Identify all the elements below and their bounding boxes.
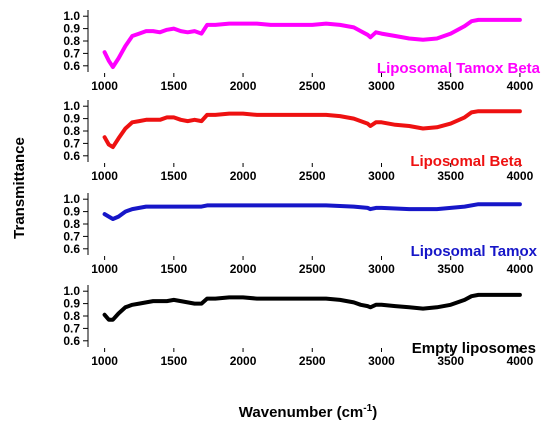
- y-tick-label: 0.7: [63, 321, 80, 335]
- y-tick-label: 0.8: [63, 309, 80, 323]
- panel-1: 0.60.70.80.91.0 1000 1500 2000 2500 3000 3500 4…: [63, 9, 540, 93]
- series-label-liposomal-tamox: Liposomal Tamox: [411, 243, 538, 260]
- series-line-liposomal-tamox: [102, 202, 522, 221]
- y-tick-label: 0.9: [63, 205, 80, 219]
- x-tick-label: 2500: [299, 169, 326, 183]
- y-tick-label: 1.0: [63, 192, 80, 206]
- panel-2: 0.60.70.80.91.0 1000 1500 2000 2500 3000 3500 4…: [63, 99, 533, 183]
- x-tick-label: 4000: [507, 169, 534, 183]
- y-tick-label: 1.0: [63, 99, 80, 113]
- x-axis-title-closing: ): [372, 404, 377, 421]
- x-tick-label: 3000: [368, 354, 395, 368]
- x-tick-label: 1500: [160, 79, 187, 93]
- panel-4: 0.60.70.80.91.0 1000 1500 2000 2500 3000 3500 4…: [63, 284, 536, 368]
- x-tick-label: 1000: [91, 262, 118, 276]
- y-tick-label: 0.9: [63, 112, 80, 126]
- x-axis-title-main: Wavenumber (cm: [239, 404, 363, 421]
- x-axis-title-superscript: -1: [363, 403, 372, 414]
- series-line-liposomal-beta: [102, 109, 522, 150]
- x-tick-label: 1000: [91, 169, 118, 183]
- x-tick-label: 2000: [230, 79, 257, 93]
- x-tick-label: 2000: [230, 262, 257, 276]
- x-tick-label: 2000: [230, 169, 257, 183]
- y-tick-label: 0.9: [63, 22, 80, 36]
- y-tick-label: 0.8: [63, 124, 80, 138]
- x-tick-label: 1000: [91, 79, 118, 93]
- y-tick-label: 0.8: [63, 217, 80, 231]
- y-tick-label: 0.7: [63, 136, 80, 150]
- y-tick-label: 0.6: [63, 242, 80, 256]
- x-tick-label: 2500: [299, 79, 326, 93]
- x-tick-label: 3000: [368, 169, 395, 183]
- y-axis-title: Transmittance: [11, 137, 28, 239]
- y-tick-label: 1.0: [63, 284, 80, 298]
- y-tick-label: 0.7: [63, 229, 80, 243]
- x-tick-label: 3500: [437, 354, 464, 368]
- x-tick-label: 4000: [507, 354, 534, 368]
- y-tick-label: 0.9: [63, 297, 80, 311]
- x-tick-label: 3500: [437, 79, 464, 93]
- x-tick-label: 2000: [230, 354, 257, 368]
- series-label-liposomal-beta: Liposomal Beta: [410, 153, 522, 170]
- x-tick-label: 4000: [507, 262, 534, 276]
- y-tick-label: 0.6: [63, 59, 80, 73]
- x-tick-label: 3000: [368, 79, 395, 93]
- series-label-liposomal-tamox-beta: Liposomal Tamox Beta: [377, 60, 541, 77]
- x-tick-label: 3500: [437, 169, 464, 183]
- x-tick-label: 2500: [299, 262, 326, 276]
- x-tick-label: 4000: [507, 79, 534, 93]
- x-tick-label: 1500: [160, 169, 187, 183]
- panel-3: 0.60.70.80.91.0 1000 1500 2000 2500 3000 3500 4…: [63, 192, 537, 276]
- series-line-liposomal-tamox-beta: [102, 17, 522, 69]
- y-tick-label: 1.0: [63, 9, 80, 23]
- x-tick-label: 3000: [368, 262, 395, 276]
- x-tick-label: 1500: [160, 354, 187, 368]
- x-tick-label: 1000: [91, 354, 118, 368]
- y-tick-label: 0.6: [63, 149, 80, 163]
- x-tick-label: 3500: [437, 262, 464, 276]
- x-tick-label: 1500: [160, 262, 187, 276]
- x-axis-title: Wavenumber (cm-1): [239, 403, 377, 421]
- series-line-empty-liposomes: [102, 292, 522, 322]
- x-tick-label: 2500: [299, 354, 326, 368]
- series-label-empty-liposomes: Empty liposomes: [412, 340, 536, 357]
- y-tick-label: 0.7: [63, 46, 80, 60]
- y-tick-label: 0.8: [63, 34, 80, 48]
- y-tick-label: 0.6: [63, 334, 80, 348]
